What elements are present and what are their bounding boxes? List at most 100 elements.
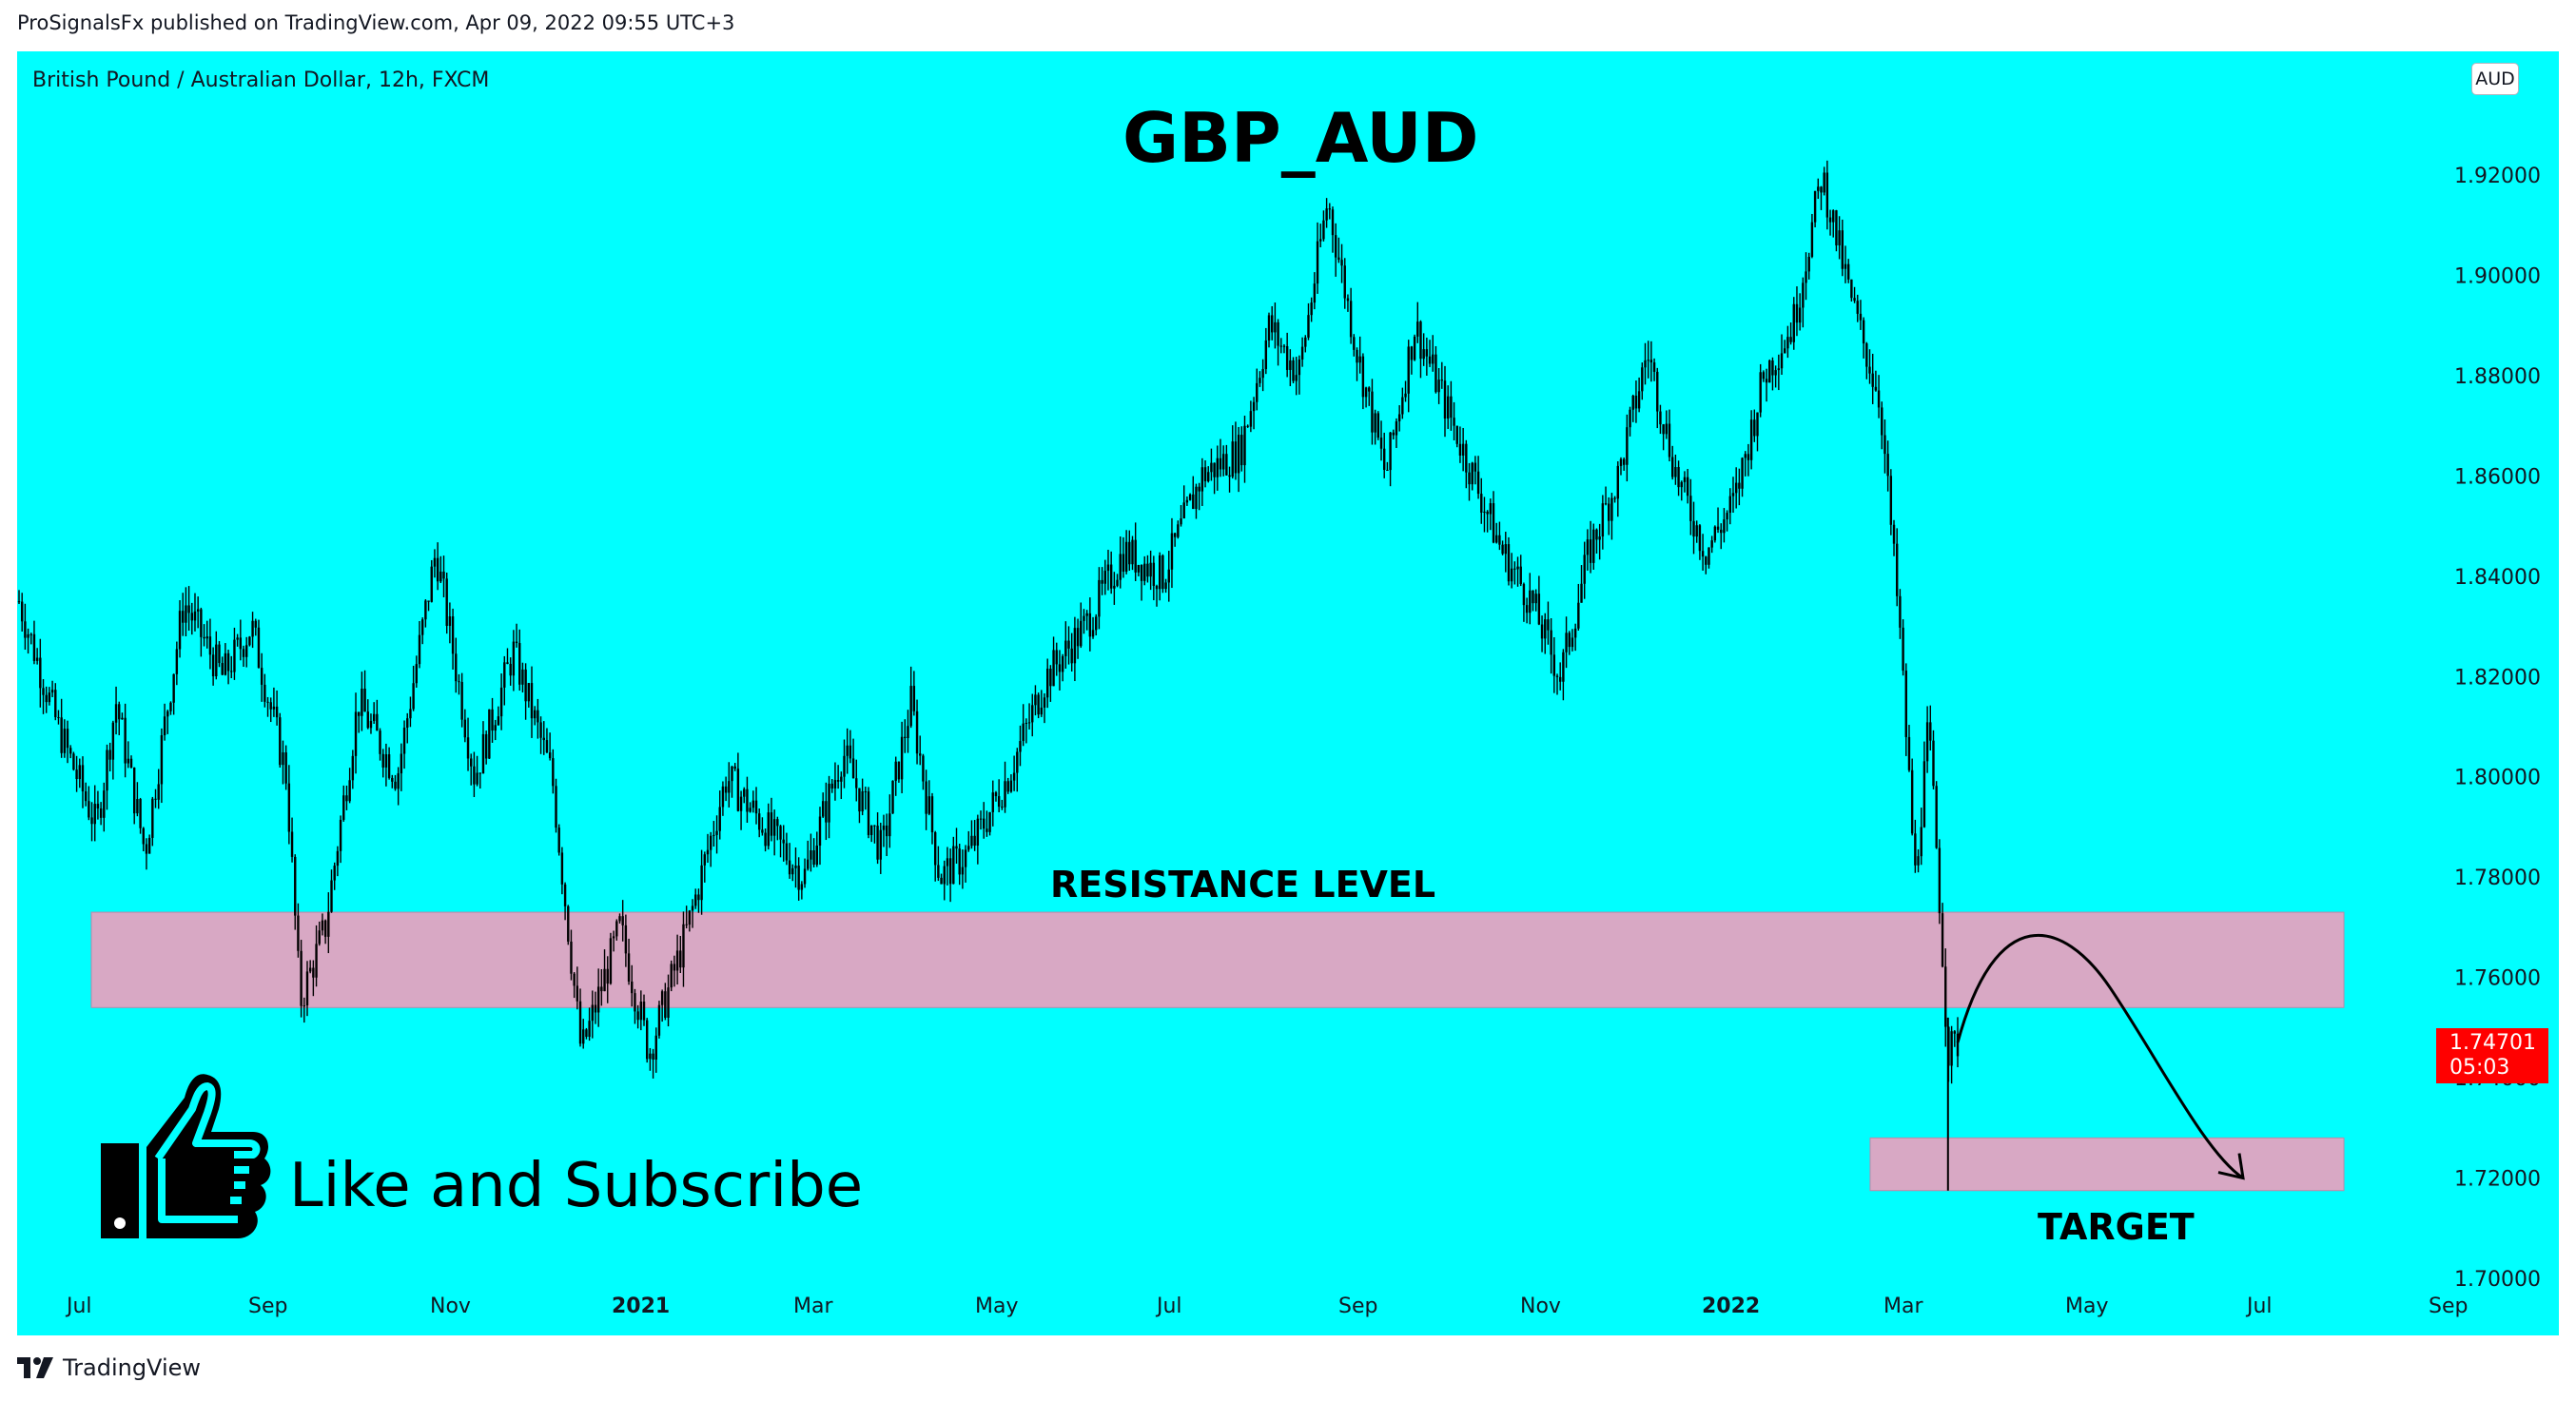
candle-body [1914, 833, 1917, 866]
candle-body [1140, 565, 1143, 581]
candle-body [397, 773, 400, 789]
candle-body [200, 609, 203, 637]
candle-body [782, 839, 785, 844]
candle-body [1716, 526, 1720, 530]
price-chart[interactable]: 1.92000 1.90000 1.88000 1.86000 1.84000 1.820… [17, 51, 2559, 1335]
candle-body [308, 967, 312, 972]
candle-body [828, 783, 830, 823]
candle-body [1422, 349, 1425, 360]
candle-body [361, 689, 363, 716]
candle-body [342, 795, 345, 820]
candle-body [1953, 1031, 1957, 1034]
x-axis-tick: Nov [430, 1295, 471, 1318]
candle-body [1124, 541, 1128, 572]
candle-body [376, 713, 379, 731]
candle-body [230, 671, 233, 672]
candle-body [1665, 423, 1669, 435]
candle-body [111, 722, 115, 760]
candle-body [679, 950, 682, 968]
candle-body [1103, 571, 1106, 584]
candle-body [1292, 360, 1295, 381]
candle-body [1784, 348, 1786, 354]
candle-body [1771, 360, 1774, 376]
candle-body [366, 711, 369, 729]
candle-body [1483, 511, 1486, 514]
currency-badge[interactable]: AUD [2471, 63, 2519, 95]
candle-body [1492, 503, 1495, 543]
candle-body [1134, 539, 1137, 573]
candle-body [499, 687, 503, 717]
candle-body [1841, 230, 1844, 269]
x-axis-tick: May [2065, 1295, 2108, 1318]
candle-body [300, 950, 302, 1006]
candle-body [1859, 313, 1863, 321]
chart-title: GBP_AUD [1122, 98, 1479, 178]
candle-body [1277, 321, 1279, 346]
tradingview-logo-icon [17, 1357, 53, 1378]
candle-body [1701, 551, 1705, 557]
candle-body [1080, 620, 1083, 647]
candle-body [879, 829, 882, 860]
candle-body [1252, 401, 1256, 412]
candle-body [1756, 412, 1759, 437]
candle-body [1322, 220, 1325, 240]
candle-body [1106, 564, 1110, 572]
candle-body [1689, 496, 1692, 521]
candle-body [57, 716, 60, 718]
x-axis-tick: Jul [2245, 1295, 2273, 1318]
candle-body [1300, 346, 1304, 360]
candle-body [1340, 260, 1343, 266]
candle-body [1379, 438, 1383, 449]
candle-body [54, 690, 57, 717]
candle-body [1522, 584, 1526, 606]
candle-body [1428, 356, 1432, 364]
candle-body [1091, 630, 1095, 637]
candle-body [503, 662, 506, 688]
candle-body [1237, 435, 1240, 474]
candle-body [764, 832, 767, 847]
candle-body [1507, 544, 1511, 582]
candle-body [1498, 535, 1501, 545]
candle-body [1622, 458, 1626, 465]
candle-body [1838, 230, 1841, 245]
resistance-label: RESISTANCE LEVEL [1050, 864, 1436, 905]
candle-body [1343, 265, 1346, 299]
candle-body [1592, 529, 1595, 563]
candle-body [147, 837, 151, 854]
candle-body [1177, 524, 1180, 537]
candle-body [1274, 321, 1277, 333]
candle-body [1228, 475, 1231, 477]
candle-body [1644, 360, 1647, 368]
candle-body [1267, 315, 1271, 341]
candle-body [833, 780, 837, 789]
candle-body [1061, 655, 1064, 672]
candle-body [1662, 424, 1665, 435]
footer-brand[interactable]: TradingView [17, 1354, 201, 1381]
candle-body [736, 769, 740, 811]
candle-body [430, 566, 433, 602]
candle-body [354, 711, 358, 756]
candle-body [631, 981, 634, 994]
candle-body [1613, 497, 1616, 499]
candle-body [114, 704, 118, 723]
candle-body [409, 709, 412, 719]
candle-body [282, 752, 284, 766]
candle-body [545, 740, 549, 753]
candle-body [318, 930, 321, 944]
candle-body [1595, 529, 1598, 540]
candle-body [1040, 707, 1044, 715]
candle-body [1225, 454, 1228, 476]
candle-body [1601, 503, 1605, 537]
candle-body [1759, 372, 1762, 413]
candle-body [524, 669, 527, 702]
candle-body [1249, 411, 1253, 427]
candle-body [1022, 723, 1025, 742]
chart-area[interactable]: 1.92000 1.90000 1.88000 1.86000 1.84000 1.820… [17, 51, 2559, 1335]
candle-body [1397, 414, 1401, 421]
candle-body [821, 801, 825, 817]
candle-body [552, 758, 555, 787]
candle-body [1868, 366, 1871, 374]
candle-body [758, 813, 761, 830]
projection-arrow [1956, 933, 2244, 1179]
candle-body [1552, 654, 1556, 676]
